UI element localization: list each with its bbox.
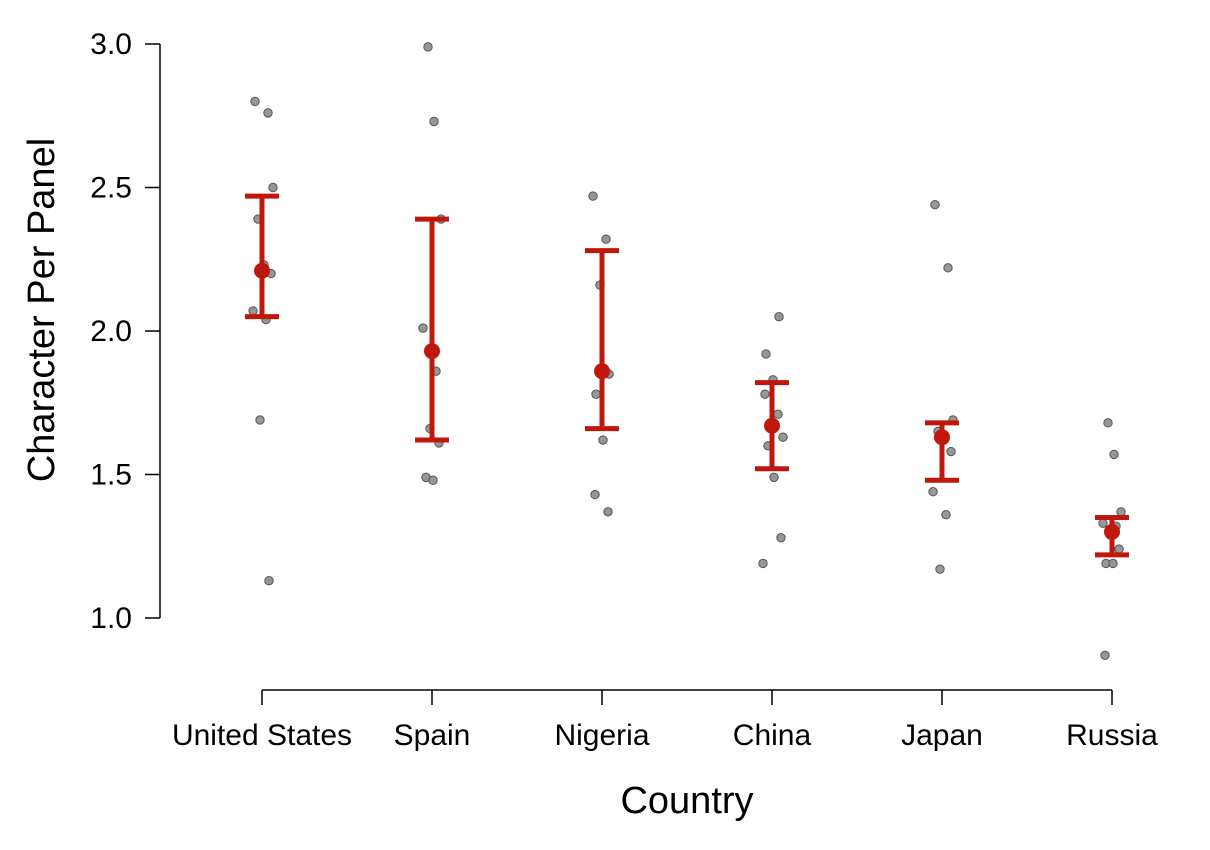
- raw-point-russia: [1103, 418, 1113, 428]
- y-tick-label: 1.0: [90, 602, 132, 635]
- raw-point-japan: [941, 509, 951, 520]
- x-axis-title: Country: [620, 780, 753, 822]
- y-tick-label: 2.0: [90, 315, 132, 348]
- mean-point-spain: [424, 343, 440, 360]
- raw-point-russia: [1109, 449, 1119, 460]
- raw-point-spain: [423, 42, 433, 52]
- raw-point-russia: [1108, 558, 1118, 569]
- y-tick-label: 3.0: [90, 28, 132, 61]
- raw-point-china: [760, 389, 770, 399]
- raw-point-japan: [943, 263, 953, 273]
- raw-point-russia: [1100, 650, 1110, 661]
- raw-point-nigeria: [601, 234, 611, 244]
- raw-point-united-states: [264, 575, 274, 586]
- raw-point-china: [776, 532, 786, 543]
- summary-layer: [245, 193, 1129, 558]
- x-tick-label-spain: Spain: [394, 719, 471, 752]
- raw-point-russia: [1098, 518, 1108, 528]
- x-tick-label-china: China: [733, 719, 812, 752]
- x-tick-label-nigeria: Nigeria: [554, 719, 649, 752]
- mean-point-russia: [1104, 523, 1120, 540]
- mean-point-china: [764, 417, 780, 434]
- raw-point-japan: [930, 200, 940, 210]
- y-tick-label: 2.5: [90, 172, 132, 205]
- mean-point-japan: [934, 429, 950, 446]
- raw-point-nigeria: [588, 191, 598, 201]
- raw-point-spain: [429, 116, 439, 127]
- raw-point-china: [774, 311, 784, 322]
- raw-point-russia: [1114, 544, 1124, 554]
- raw-point-china: [761, 349, 771, 359]
- x-tick-label-united-states: United States: [172, 719, 352, 752]
- raw-point-japan: [946, 446, 956, 457]
- x-tick-label-russia: Russia: [1066, 719, 1158, 752]
- mean-point-nigeria: [594, 363, 610, 380]
- raw-point-japan: [928, 487, 938, 497]
- raw-point-china: [778, 432, 788, 442]
- raw-point-nigeria: [590, 489, 600, 500]
- raw-point-spain: [418, 323, 428, 333]
- raw-point-nigeria: [603, 507, 613, 517]
- x-axis: United States Spain Nigeria China Japan Russi…: [172, 689, 1158, 752]
- raw-point-united-states: [268, 182, 278, 193]
- y-axis: 1.0 1.5 2.0 2.5 3.0: [90, 28, 161, 635]
- raw-point-nigeria: [598, 435, 608, 445]
- raw-point-china: [773, 409, 783, 419]
- raw-point-united-states: [263, 108, 273, 118]
- raw-point-china: [758, 558, 768, 569]
- raw-point-united-states: [250, 96, 260, 107]
- raw-point-nigeria: [591, 389, 601, 399]
- y-tick-label: 1.5: [90, 459, 132, 492]
- raw-point-united-states: [248, 306, 258, 316]
- raw-point-china: [769, 472, 779, 483]
- raw-point-united-states: [255, 415, 265, 425]
- raw-points-layer: [248, 42, 1126, 661]
- y-axis-title: Character Per Panel: [21, 138, 63, 482]
- raw-point-japan: [935, 564, 945, 574]
- raw-point-spain: [428, 475, 438, 485]
- x-tick-label-japan: Japan: [901, 719, 983, 752]
- raw-point-russia: [1116, 507, 1126, 517]
- mean-point-united-states: [254, 262, 270, 279]
